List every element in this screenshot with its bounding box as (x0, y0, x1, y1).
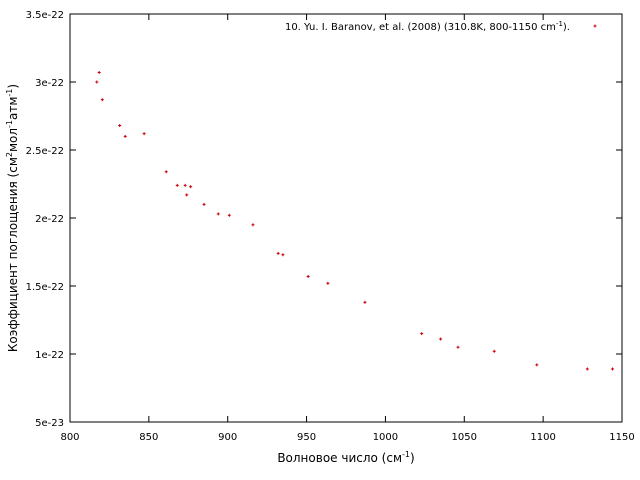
legend-label: 10. Yu. I. Baranov, et al. (2008) (310.8… (285, 20, 570, 33)
data-point (100, 98, 104, 102)
x-tick-label: 800 (60, 432, 79, 443)
legend-marker (593, 24, 597, 28)
data-point (420, 332, 424, 336)
data-point (97, 70, 101, 74)
data-point (281, 253, 285, 257)
data-point (189, 185, 193, 189)
data-point (175, 183, 179, 187)
x-tick-label: 850 (139, 432, 158, 443)
data-point (216, 212, 220, 216)
data-point (95, 80, 99, 84)
data-point (251, 223, 255, 227)
data-points (95, 70, 615, 371)
data-point (227, 213, 231, 217)
data-point (535, 363, 539, 367)
legend: 10. Yu. I. Baranov, et al. (2008) (310.8… (285, 20, 597, 33)
x-tick-label: 950 (297, 432, 316, 443)
data-point (118, 124, 122, 128)
data-point (202, 202, 206, 206)
data-point (492, 349, 496, 353)
x-tick-label: 1050 (452, 432, 477, 443)
data-point (276, 251, 280, 255)
y-tick-label: 5e-23 (35, 418, 64, 429)
data-point (456, 345, 460, 349)
plot-area (69, 13, 623, 423)
y-tick-label: 2.5e-22 (26, 146, 64, 157)
y-axis-ticks: 5e-23 1e-22 1.5e-22 2e-22 2.5e-22 3e-22 3.5e-2… (26, 10, 622, 429)
data-point (363, 300, 367, 304)
x-tick-label: 1100 (530, 432, 555, 443)
data-point (306, 274, 310, 278)
x-tick-label: 1150 (609, 432, 634, 443)
data-point (326, 281, 330, 285)
y-tick-label: 1e-22 (35, 350, 64, 361)
data-point (164, 170, 168, 174)
data-point (123, 134, 127, 138)
legend-point (593, 24, 597, 28)
data-point (611, 367, 615, 371)
y-tick-label: 3.5e-22 (26, 10, 64, 21)
data-point (142, 132, 146, 136)
y-tick-label: 2e-22 (35, 214, 64, 225)
data-point (585, 367, 589, 371)
x-tick-label: 900 (218, 432, 237, 443)
x-axis-title: Волновое число (см-1) (277, 450, 414, 465)
data-point (183, 183, 187, 187)
y-axis-title: Коэффициент поглощения (см2мол-1атм-1) (5, 84, 20, 352)
x-tick-label: 1000 (373, 432, 398, 443)
y-tick-label: 3e-22 (35, 78, 64, 89)
data-point (439, 337, 443, 341)
y-tick-label: 1.5e-22 (26, 282, 64, 293)
x-axis-ticks: 800 850 900 950 1000 1050 1100 1150 (60, 14, 635, 443)
data-point (185, 193, 189, 197)
